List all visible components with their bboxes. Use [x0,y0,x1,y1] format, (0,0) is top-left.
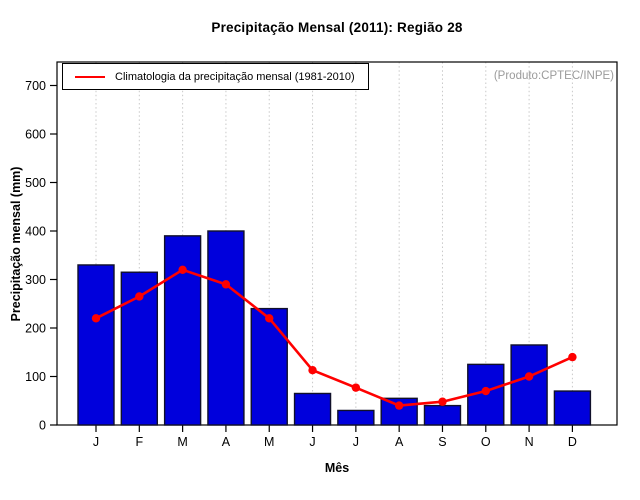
y-tick-label: 300 [25,273,46,287]
y-tick-label: 600 [25,128,46,142]
bar-11 [510,344,548,426]
x-tick-label: A [222,435,231,449]
bar-1 [77,264,115,426]
y-tick-label: 700 [25,79,46,93]
climatology-point-10 [481,386,490,396]
x-tick-label: F [135,435,143,449]
x-axis-title: Mês [324,461,350,475]
y-tick-label: 100 [25,370,46,384]
climatology-point-9 [438,397,447,406]
legend-label: Climatologia da precipitação mensal (198… [115,70,355,83]
x-tick-label: J [93,435,99,449]
climatology-line [95,268,573,407]
bar-3 [163,235,202,426]
x-tick-label: M [264,435,274,449]
climatology-point-1 [91,314,101,323]
climatology-point-7 [351,383,361,392]
legend: Climatologia da precipitação mensal (198… [62,63,369,90]
climatology-point-4 [221,280,231,289]
x-tick-label: A [395,435,404,449]
climatology-point-2 [135,292,144,301]
climatology-point-8 [394,401,404,410]
y-tick-label: 200 [25,322,46,336]
x-tick-label: N [525,435,534,449]
bar-5 [250,307,288,426]
climatology-point-6 [308,365,317,375]
y-tick-label: 500 [25,176,46,190]
climatology-point-11 [524,372,534,381]
plot-border [56,61,618,426]
source-annotation: (Produto:CPTEC/INPE) [493,70,614,82]
climatology-point-12 [568,352,577,362]
x-tick-label: M [177,435,187,449]
x-tick-label: D [568,435,577,449]
bar-9 [423,404,462,426]
climatology-point-5 [265,314,274,323]
x-tick-label: S [438,435,446,449]
bar-4 [207,230,245,426]
climatology-point-3 [178,265,187,274]
bar-6 [293,392,332,426]
y-tick-label: 400 [25,225,46,239]
bar-12 [553,390,592,426]
bar-7 [337,409,375,426]
y-tick-label: 0 [39,419,46,433]
legend-line-swatch [75,75,105,78]
x-tick-label: J [309,435,315,449]
chart-title: Precipitação Mensal (2011): Região 28 [211,20,463,35]
x-tick-label: O [481,435,491,449]
x-tick-label: J [353,435,359,449]
y-axis-title-text: Precipitação mensal (mm) [9,166,23,322]
